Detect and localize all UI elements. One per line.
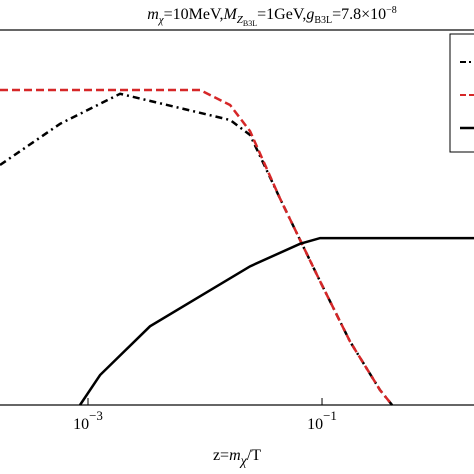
xlabel-part: z= — [213, 447, 229, 464]
title-part: χ — [158, 14, 165, 26]
plot-area — [0, 88, 474, 406]
series-line — [0, 92, 394, 406]
title-part: =1GeV, — [257, 6, 306, 23]
title-part: −8 — [386, 5, 397, 16]
title-part: =7.8×10 — [332, 6, 386, 23]
x-tick-label: 10−1 — [307, 408, 337, 433]
legend-box — [449, 33, 474, 153]
xlabel-part: m — [229, 447, 241, 464]
series-line — [78, 236, 474, 406]
xlabel-part: χ — [239, 454, 248, 469]
title-part: B3L — [314, 15, 332, 26]
title-part: =10MeV, — [164, 6, 224, 23]
x-tick-exponent: −1 — [323, 408, 337, 423]
plot-frame — [0, 29, 474, 406]
title-part: m — [147, 6, 159, 23]
x-tick-exponent: −3 — [89, 408, 103, 423]
title-part: Z — [237, 14, 244, 26]
title-part: g — [306, 6, 314, 23]
x-tick-base: 10 — [73, 416, 89, 433]
chart-title: mχ=10MeV,MZB3L=1GeV,gB3L=7.8×10−8 — [147, 5, 397, 28]
series-line — [0, 88, 394, 406]
title-part: B3L — [243, 19, 257, 28]
x-tick-base: 10 — [307, 416, 323, 433]
xlabel-part: /T — [247, 447, 261, 464]
x-tick-label: 10−3 — [73, 408, 103, 433]
title-part: M — [222, 6, 238, 23]
x-axis-label: z=mχ/T — [213, 447, 261, 469]
